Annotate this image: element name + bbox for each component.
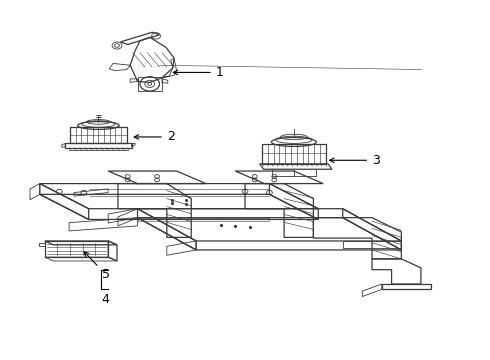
Text: 4: 4 (102, 293, 110, 306)
Text: 3: 3 (330, 154, 380, 167)
Text: 2: 2 (134, 130, 175, 144)
Text: 1: 1 (173, 66, 223, 79)
Text: 5: 5 (84, 252, 110, 281)
